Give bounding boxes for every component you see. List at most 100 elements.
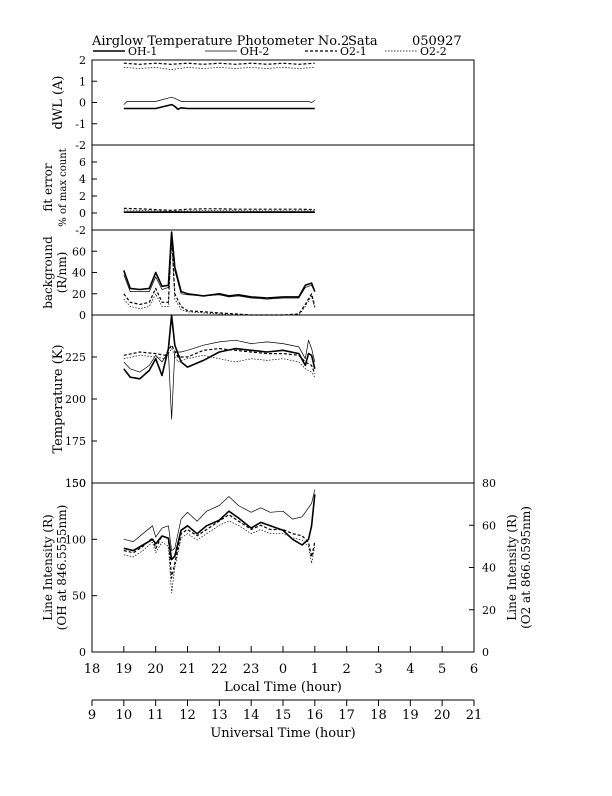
universal-time-tick-label: 21 [466, 708, 483, 723]
universal-time-tick-label: 17 [338, 708, 355, 723]
right-y-axis-label: Line Intensity (R) [505, 514, 519, 620]
universal-time-tick-label: 12 [179, 708, 196, 723]
local-time-tick-label: 18 [84, 662, 101, 677]
panel-frame [91, 144, 475, 231]
local-time-tick-label: 21 [179, 662, 196, 677]
local-time-tick-label: 6 [470, 662, 478, 677]
legend-label-o2-1: O2-1 [340, 45, 367, 58]
y-tick-label: 200 [65, 393, 86, 406]
universal-time-tick-label: 9 [88, 708, 96, 723]
y-tick-label: 0 [79, 97, 86, 110]
universal-time-tick-label: 10 [116, 708, 133, 723]
right-y-axis-label-2: (O2 at 866.0595nm) [519, 506, 533, 629]
series-line-o2-2 [123, 209, 315, 212]
local-time-tick-label: 1 [311, 662, 319, 677]
legend-label-o2-2: O2-2 [420, 45, 447, 58]
y-tick-label: -2 [75, 224, 86, 237]
universal-time-tick-label: 20 [434, 708, 451, 723]
date-label: 050927 [412, 34, 462, 49]
series-line-oh-1 [123, 314, 316, 380]
panel-frame [91, 314, 475, 484]
y-tick-label: 20 [72, 288, 86, 301]
y-tick-label: 100 [65, 533, 86, 546]
y-tick-label: 4 [79, 173, 86, 186]
local-time-tick-label: 19 [116, 662, 133, 677]
series-line-oh-2 [123, 234, 316, 300]
y-tick-label: 6 [79, 156, 86, 169]
chart-title: Airglow Temperature Photometer No.2 [91, 34, 349, 49]
legend-label-oh-2: OH-2 [240, 45, 269, 58]
local-time-tick-label: 0 [279, 662, 287, 677]
local-time-tick-label: 3 [374, 662, 382, 677]
right-y-tick-label: 0 [482, 646, 489, 659]
series-line-oh-2 [123, 489, 316, 551]
y-tick-label: 150 [65, 477, 86, 490]
series-line-o2-1 [123, 235, 316, 316]
y-tick-label: -1 [75, 118, 86, 131]
local-time-tick-label: 20 [147, 662, 164, 677]
y-tick-label: 60 [72, 245, 86, 258]
y-tick-label: -2 [75, 139, 86, 152]
y-axis-label: fit error [41, 163, 55, 211]
y-tick-label: 0 [79, 646, 86, 659]
right-y-tick-label: 40 [482, 562, 496, 575]
local-time-tick-label: 22 [211, 662, 228, 677]
local-time-axis-label: Local Time (hour) [224, 680, 342, 695]
y-axis-label: background [41, 236, 55, 309]
series-line-o2-1 [123, 207, 315, 211]
right-y-tick-label: 20 [482, 604, 496, 617]
series-line-o2-2 [123, 238, 316, 316]
y-tick-label: 50 [72, 590, 86, 603]
series-line-oh-2 [123, 96, 315, 105]
y-axis-label: Temperature (K) [51, 344, 66, 453]
universal-time-tick-label: 16 [307, 708, 324, 723]
panels: -2 -1 0 1 2 dWL (A) -2 0 2 4 6 fit error% of max co… [41, 54, 533, 659]
y-tick-label: 0 [79, 309, 86, 322]
y-tick-label: 0 [79, 207, 86, 220]
series-line-o2-1 [123, 344, 316, 375]
local-time-tick-label: 4 [406, 662, 414, 677]
universal-time-tick-label: 19 [402, 708, 419, 723]
y-tick-label: 2 [79, 54, 86, 67]
universal-time-tick-label: 14 [243, 708, 260, 723]
y-tick-label: 225 [65, 351, 86, 364]
y-tick-label: 2 [79, 190, 86, 203]
local-time-tick-label: 2 [343, 662, 351, 677]
y-tick-label: 1 [79, 75, 86, 88]
universal-time-tick-label: 11 [147, 708, 164, 723]
series-line-oh-1 [123, 103, 315, 111]
legend-label-oh-1: OH-1 [128, 45, 157, 58]
y-axis-label: Line Intensity (R) [41, 514, 55, 620]
panel-dwl: -2 -1 0 1 2 dWL (A) [51, 54, 475, 152]
legend: OH-1 OH-2 O2-1 O2-2 [93, 45, 447, 58]
y-axis-label-2: (OH at 846.5555nm) [55, 505, 69, 631]
station-label: Sata [348, 34, 378, 49]
panel-frame [91, 59, 475, 146]
local-time-tick-label: 23 [243, 662, 260, 677]
local-time-tick-label: 5 [438, 662, 446, 677]
series-line-o2-2 [123, 67, 315, 70]
series-line-o2-2 [123, 520, 316, 594]
series-line-o2-2 [123, 348, 316, 378]
y-axis-label-2: % of max count [58, 148, 69, 226]
panel-frame [91, 482, 475, 653]
universal-time-tick-label: 13 [211, 708, 228, 723]
universal-time-tick-label: 15 [275, 708, 292, 723]
series-line-oh-1 [123, 231, 316, 299]
series-line-o2-1 [123, 514, 316, 579]
y-tick-label: 175 [65, 435, 86, 448]
series-line-oh-2 [123, 339, 316, 420]
y-tick-label: 40 [72, 267, 86, 280]
y-tick-label: 150 [65, 477, 86, 490]
universal-time-tick-label: 18 [370, 708, 387, 723]
y-axis-label: dWL (A) [51, 76, 66, 130]
series-line-o2-1 [123, 62, 315, 65]
right-y-tick-label: 80 [482, 477, 496, 490]
panel-fit-error: -2 0 2 4 6 fit error% of max count [41, 144, 475, 237]
panel-background: 0 20 40 60 background (R/nm) [41, 229, 475, 322]
